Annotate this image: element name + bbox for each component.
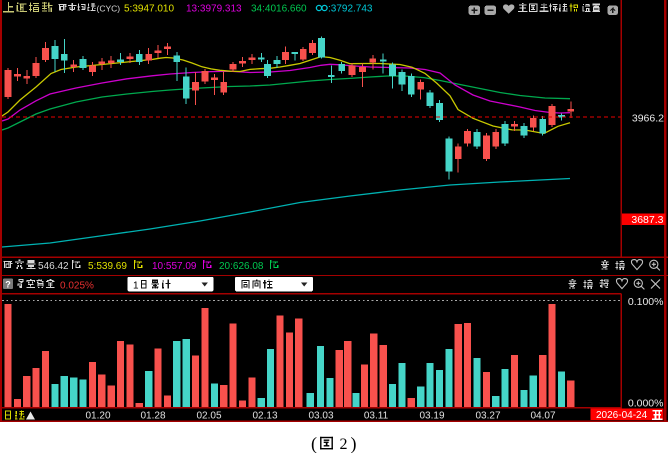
- svg-text:01.20: 01.20: [85, 411, 110, 422]
- svg-text:0.100%: 0.100%: [628, 296, 664, 308]
- svg-text:546.42: 546.42: [38, 261, 69, 272]
- svg-text:3687.3: 3687.3: [631, 214, 663, 226]
- svg-text:0.000%: 0.000%: [628, 397, 664, 409]
- svg-text:(: (: [311, 434, 317, 454]
- svg-text:?: ?: [5, 280, 11, 290]
- svg-text:13:3979.313: 13:3979.313: [186, 4, 242, 15]
- svg-text:2: 2: [340, 436, 348, 453]
- svg-text:2026-04-24: 2026-04-24: [596, 410, 648, 421]
- svg-text:(CYC): (CYC): [97, 4, 121, 14]
- svg-text:): ): [351, 434, 357, 454]
- svg-text:02.05: 02.05: [196, 411, 221, 422]
- svg-text:01.28: 01.28: [140, 411, 165, 422]
- svg-text:5:539.69: 5:539.69: [88, 261, 127, 272]
- svg-text:1: 1: [133, 281, 139, 292]
- svg-text:10:557.09: 10:557.09: [152, 261, 197, 272]
- svg-text:0.025%: 0.025%: [60, 280, 94, 291]
- svg-text:02.13: 02.13: [252, 411, 277, 422]
- svg-text:20:626.08: 20:626.08: [219, 261, 264, 272]
- svg-text:03.11: 03.11: [364, 411, 389, 422]
- svg-text:03.27: 03.27: [475, 411, 500, 422]
- svg-text:03.19: 03.19: [419, 411, 444, 422]
- svg-text:3966.2: 3966.2: [632, 113, 664, 125]
- svg-text:03.03: 03.03: [308, 411, 333, 422]
- svg-text:34:4016.660: 34:4016.660: [251, 4, 307, 15]
- svg-text::3792.743: :3792.743: [328, 4, 373, 15]
- svg-text:5:3947.010: 5:3947.010: [124, 4, 174, 15]
- svg-text:04.07: 04.07: [530, 411, 555, 422]
